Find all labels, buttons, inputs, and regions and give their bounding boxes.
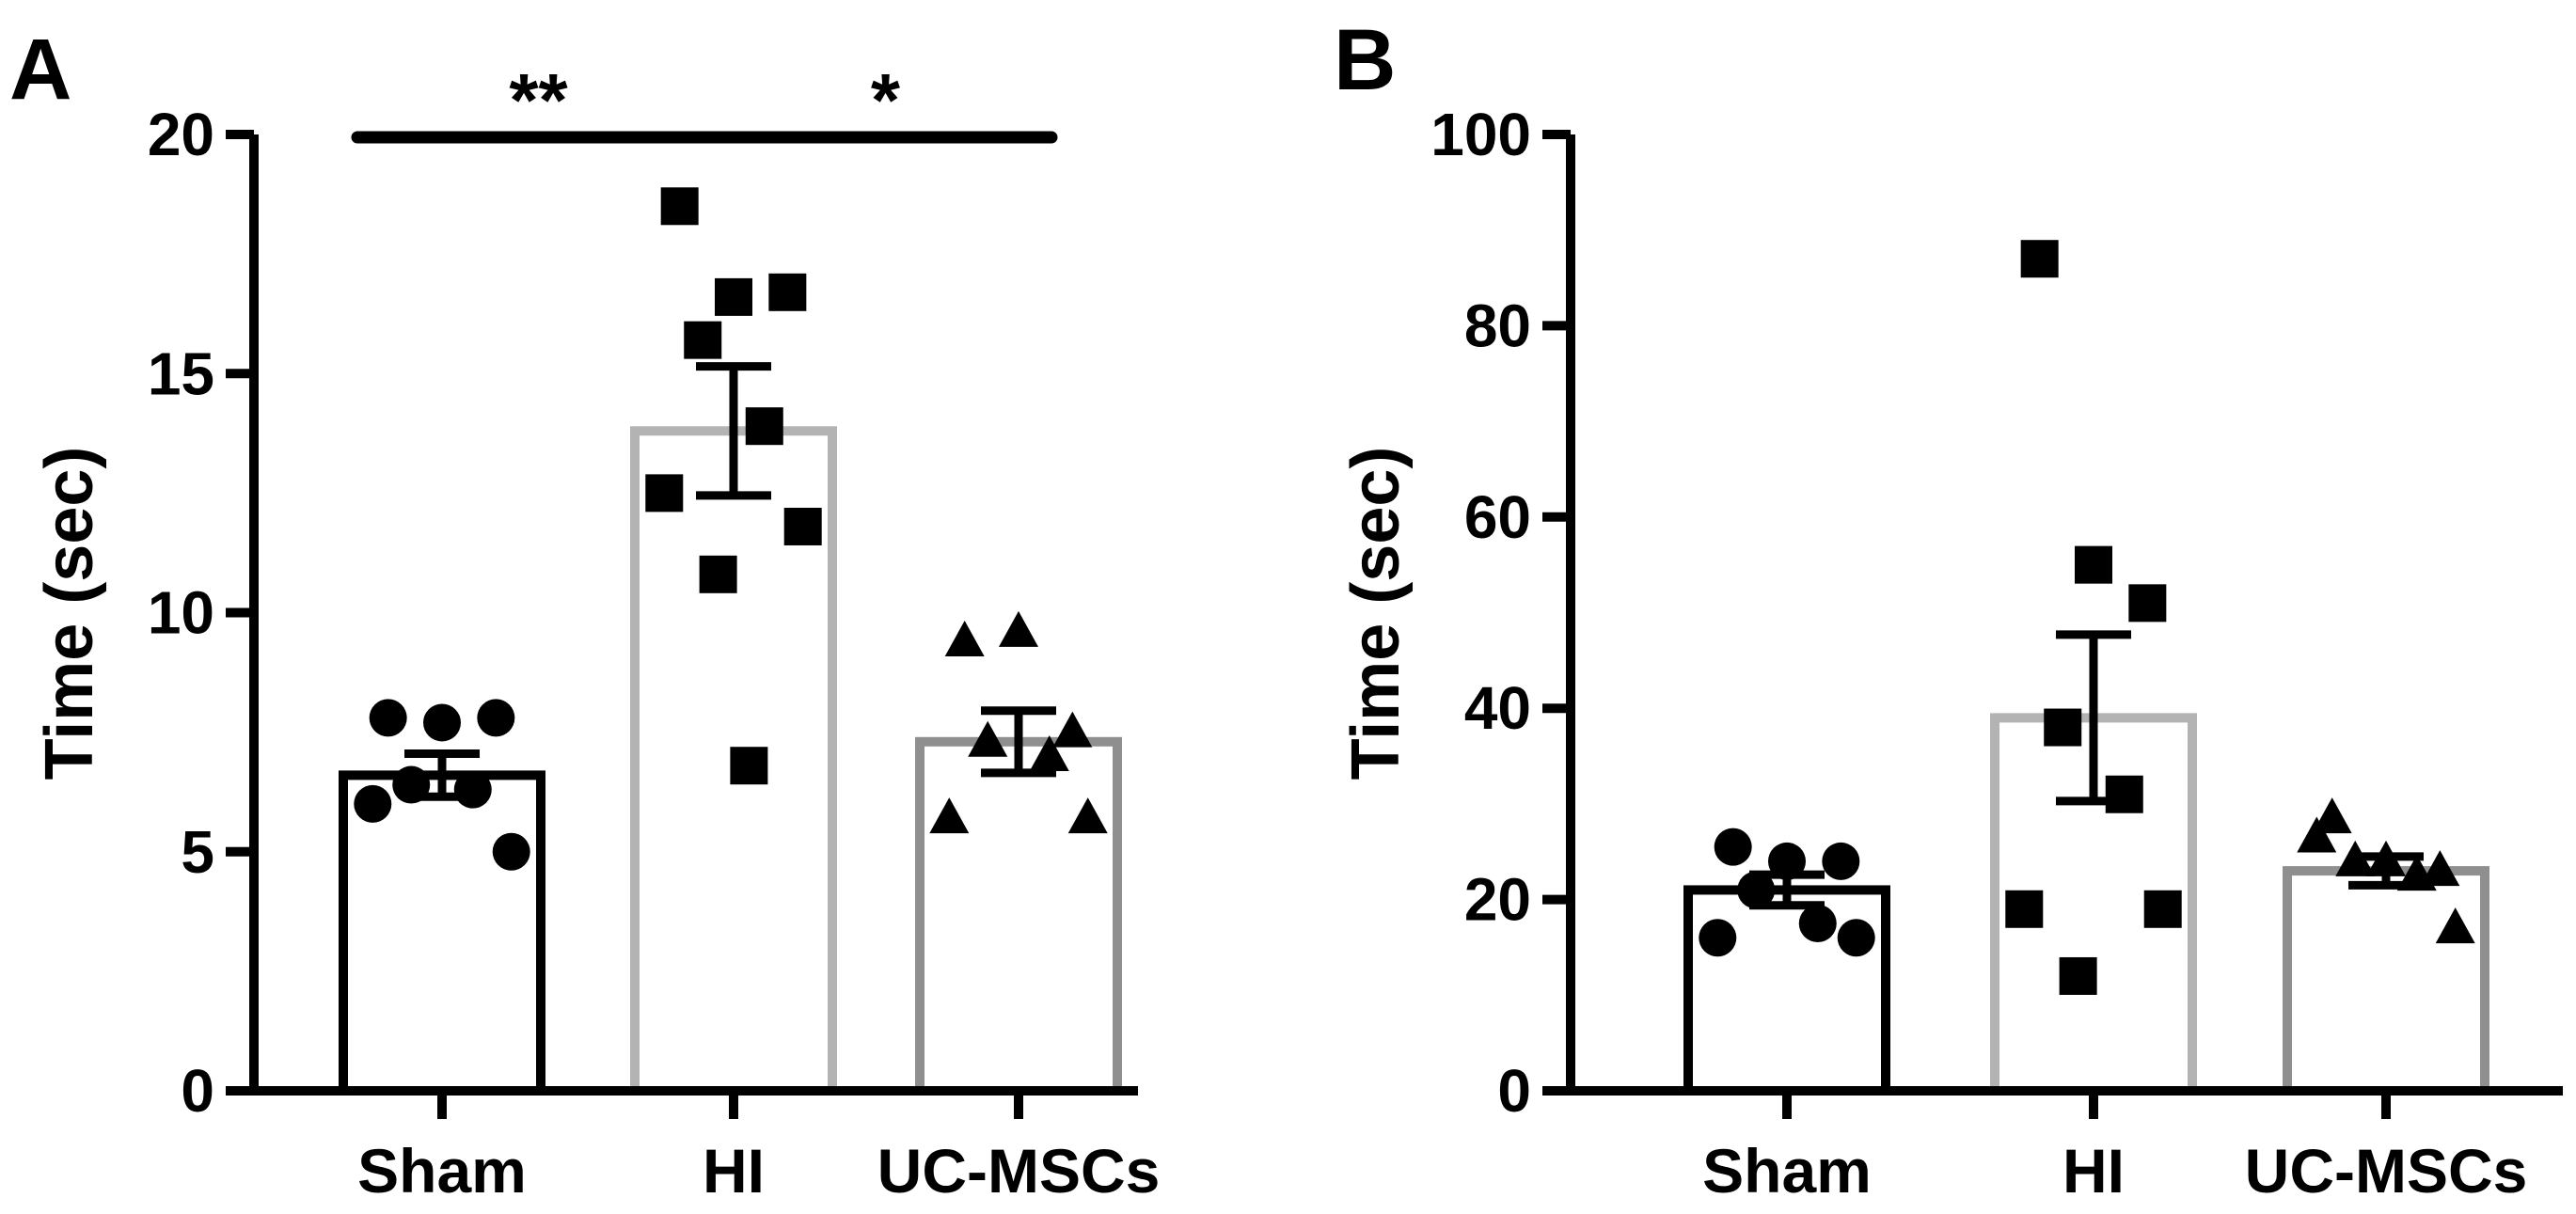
y-tick-label: 100 <box>1430 101 1531 168</box>
data-point <box>730 747 768 785</box>
bar-uc-mscs <box>915 736 1122 1096</box>
y-tick-label: 40 <box>1464 674 1531 742</box>
y-tick-label: 10 <box>148 579 214 647</box>
data-point <box>999 610 1038 647</box>
x-tick-label: Sham <box>1702 1136 1872 1206</box>
data-point <box>369 699 407 737</box>
data-point <box>2435 907 2475 944</box>
y-tick-label: 60 <box>1464 483 1531 551</box>
data-point <box>2059 956 2097 995</box>
data-point <box>1052 711 1093 748</box>
series-sham <box>1683 828 1890 1096</box>
significance-label: ** <box>509 58 568 142</box>
data-point <box>944 621 985 657</box>
data-point <box>1699 919 1737 957</box>
y-tick-label: 0 <box>1497 1057 1531 1125</box>
x-tick-label: Sham <box>357 1136 527 1206</box>
panel-label: B <box>1334 12 1396 108</box>
data-point <box>745 407 783 446</box>
data-point <box>715 277 752 316</box>
data-point <box>453 770 492 809</box>
data-point <box>2005 890 2044 928</box>
data-point <box>423 703 461 742</box>
data-point <box>1822 842 1860 880</box>
data-point <box>660 187 699 226</box>
data-point <box>477 699 515 737</box>
y-tick-label: 80 <box>1464 292 1531 359</box>
y-tick-label: 0 <box>181 1057 214 1125</box>
panel-label: A <box>9 22 71 118</box>
series-hi <box>1990 240 2197 1096</box>
data-point <box>684 321 722 359</box>
data-point <box>699 555 737 593</box>
data-point <box>2020 240 2059 278</box>
x-tick-label: HI <box>703 1136 765 1206</box>
y-axis-title: Time (sec) <box>32 447 107 780</box>
data-point <box>2312 797 2352 834</box>
panel-b: B Time (sec) Sham HI UC-MSCs 0 20 40 60 80 100 <box>1334 12 2563 1206</box>
data-point <box>2128 584 2167 623</box>
data-point <box>2044 708 2082 747</box>
x-tick-label: UC-MSCs <box>2245 1136 2528 1206</box>
series-sham <box>339 699 545 1096</box>
data-point <box>645 474 684 512</box>
data-point <box>768 273 807 311</box>
y-tick-label: 20 <box>1464 866 1531 934</box>
data-point <box>1737 871 1776 909</box>
data-point <box>1714 828 1752 866</box>
data-point <box>783 507 822 545</box>
y-axis-title: Time (sec) <box>1338 447 1414 780</box>
data-point <box>2143 890 2182 928</box>
significance-label: * <box>871 58 901 142</box>
bar-uc-mscs <box>2283 866 2489 1096</box>
data-point <box>1067 797 1108 834</box>
y-tick-label: 5 <box>181 818 214 886</box>
data-point <box>1837 919 1875 957</box>
y-tick-label: 20 <box>148 101 214 168</box>
data-point <box>929 797 970 834</box>
data-point <box>968 720 1008 757</box>
data-point <box>2297 816 2337 853</box>
series-hi <box>630 187 837 1096</box>
data-point <box>1798 905 1837 943</box>
data-point <box>2105 775 2143 813</box>
x-tick-label: HI <box>2062 1136 2125 1206</box>
data-point <box>2075 545 2112 584</box>
data-point <box>492 832 530 871</box>
series-uc-mscs <box>2283 797 2489 1096</box>
data-point <box>354 784 392 823</box>
data-point <box>1029 735 1069 772</box>
x-tick-label: UC-MSCs <box>877 1136 1161 1206</box>
y-tick-label: 15 <box>148 339 214 407</box>
series-uc-mscs <box>915 610 1122 1096</box>
data-point <box>2420 850 2460 887</box>
